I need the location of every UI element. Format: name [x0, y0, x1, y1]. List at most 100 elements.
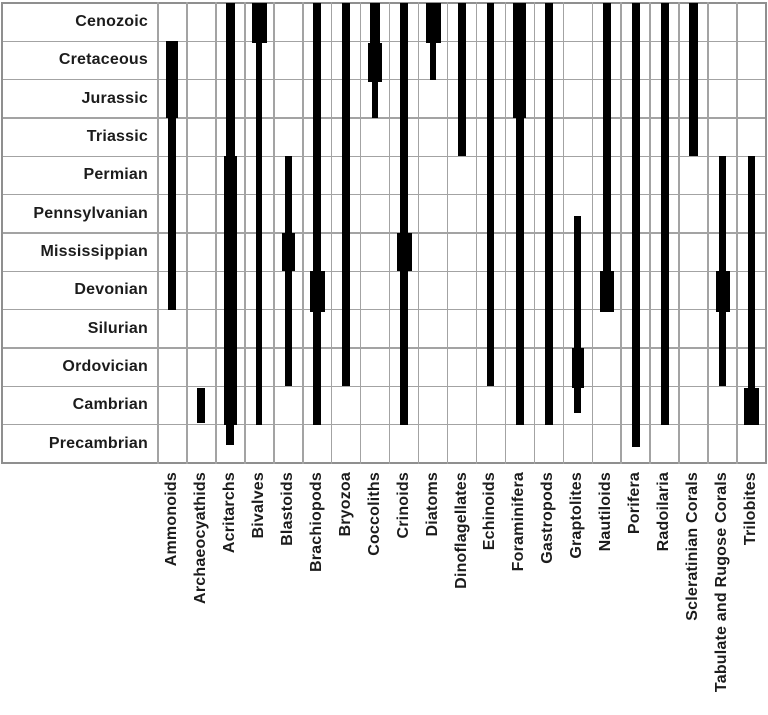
gridline-v — [1, 2, 3, 464]
range-bar-ammonoids — [166, 41, 179, 118]
gridline-v — [707, 2, 709, 464]
range-bar-graptolites — [574, 388, 582, 414]
col-label-blastoids: Blastoids — [278, 472, 296, 546]
gridline-v — [302, 2, 304, 464]
col-label-trilobites: Trilobites — [742, 472, 760, 546]
row-label-ordovician: Ordovician — [62, 358, 148, 376]
row-label-precambrian: Precambrian — [48, 434, 148, 452]
gridline-v — [186, 2, 188, 464]
col-label-nautiloids: Nautiloids — [597, 472, 615, 552]
range-bar-tabulate-and-rugose-corals — [719, 312, 727, 387]
gridline-v — [736, 2, 738, 464]
col-label-tabulate-and-rugose-corals: Tabulate and Rugose Corals — [713, 472, 731, 693]
row-label-cenozoic: Cenozoic — [75, 13, 148, 31]
gridline-v — [591, 2, 594, 464]
range-bar-acritarchs — [225, 3, 235, 157]
range-bar-crinoids — [400, 271, 409, 425]
row-label-cretaceous: Cretaceous — [58, 51, 148, 69]
range-bar-porifera — [631, 3, 640, 447]
gridline-v — [157, 2, 159, 464]
range-bar-bivalves — [251, 3, 267, 44]
range-bar-scleratinian-corals — [689, 3, 699, 157]
gridline-h — [2, 423, 766, 426]
gridline-h — [2, 347, 766, 349]
gridline-v — [533, 2, 536, 464]
col-label-dinoflagellates: Dinoflagellates — [452, 472, 470, 589]
range-bar-diatoms — [425, 3, 441, 44]
range-bar-diatoms — [430, 43, 437, 80]
gridline-v — [562, 2, 565, 464]
row-label-permian: Permian — [83, 166, 148, 184]
range-bar-bivalves — [256, 43, 263, 425]
range-bar-acritarchs — [223, 156, 237, 425]
range-bar-radoilaria — [660, 3, 669, 425]
col-label-coccoliths: Coccoliths — [365, 472, 383, 556]
col-label-crinoids: Crinoids — [394, 472, 412, 539]
range-bar-brachiopods — [313, 3, 322, 272]
gridline-v — [678, 2, 680, 464]
gridline-v — [504, 2, 507, 464]
range-bar-trilobites — [748, 156, 756, 389]
gridline-h — [2, 40, 766, 43]
range-bar-brachiopods — [313, 312, 322, 425]
col-label-bivalves: Bivalves — [249, 472, 267, 539]
range-bar-tabulate-and-rugose-corals — [715, 271, 730, 313]
col-label-scleratinian-corals: Scleratinian Corals — [684, 472, 702, 621]
range-bar-coccoliths — [372, 81, 379, 118]
range-bar-blastoids — [284, 156, 292, 233]
gridline-v — [215, 2, 217, 464]
range-bar-tabulate-and-rugose-corals — [719, 156, 727, 272]
range-bar-echinoids — [487, 3, 495, 387]
range-bar-acritarchs — [226, 424, 235, 445]
range-bar-crinoids — [400, 3, 409, 233]
range-bar-graptolites — [571, 348, 584, 389]
col-label-radoilaria: Radoilaria — [655, 472, 673, 552]
gridline-v — [475, 2, 478, 464]
range-bar-foraminifera — [513, 3, 527, 118]
gridline-h — [2, 2, 766, 4]
col-label-gastropods: Gastropods — [539, 472, 557, 564]
gridline-v — [649, 2, 651, 464]
gridline-v — [244, 2, 246, 464]
range-bar-trilobites — [744, 388, 760, 425]
gridline-v — [417, 2, 420, 464]
range-bar-bryozoa — [342, 3, 351, 387]
col-label-foraminifera: Foraminifera — [510, 472, 528, 572]
gridline-v — [388, 2, 391, 464]
col-label-brachiopods: Brachiopods — [307, 472, 325, 572]
row-label-cambrian: Cambrian — [72, 396, 148, 414]
gridline-v — [765, 2, 767, 464]
row-label-devonian: Devonian — [74, 281, 148, 299]
col-label-echinoids: Echinoids — [481, 472, 499, 551]
range-bar-brachiopods — [309, 271, 325, 313]
range-bar-nautiloids — [602, 3, 611, 272]
row-label-pennsylvanian: Pennsylvanian — [33, 204, 148, 222]
gridline-v — [446, 2, 449, 464]
row-label-mississippian: Mississippian — [40, 243, 148, 261]
range-bar-coccoliths — [368, 43, 383, 82]
gridline-h — [2, 308, 766, 311]
row-label-silurian: Silurian — [87, 319, 148, 337]
range-bar-graptolites — [574, 215, 582, 348]
gridline-h — [2, 385, 766, 388]
range-bar-gastropods — [544, 3, 553, 425]
row-label-jurassic: Jurassic — [81, 89, 148, 107]
col-label-diatoms: Diatoms — [423, 472, 441, 537]
gridline-h — [2, 155, 766, 158]
range-bar-foraminifera — [515, 118, 524, 425]
col-label-archaeocyathids: Archaeocyathids — [191, 472, 209, 604]
range-bar-coccoliths — [370, 3, 381, 44]
col-label-bryozoa: Bryozoa — [336, 472, 354, 537]
col-label-ammonoids: Ammonoids — [163, 472, 180, 567]
gridline-v — [620, 2, 622, 464]
col-label-porifera: Porifera — [626, 472, 644, 535]
gridline-h — [2, 193, 766, 196]
range-bar-archaeocyathids — [197, 388, 206, 423]
row-label-triassic: Triassic — [86, 128, 148, 146]
gridline-h — [2, 270, 766, 273]
col-label-acritarchs: Acritarchs — [220, 472, 238, 554]
col-label-graptolites: Graptolites — [568, 472, 586, 559]
gridline-h — [2, 78, 766, 81]
range-bar-crinoids — [396, 233, 412, 272]
